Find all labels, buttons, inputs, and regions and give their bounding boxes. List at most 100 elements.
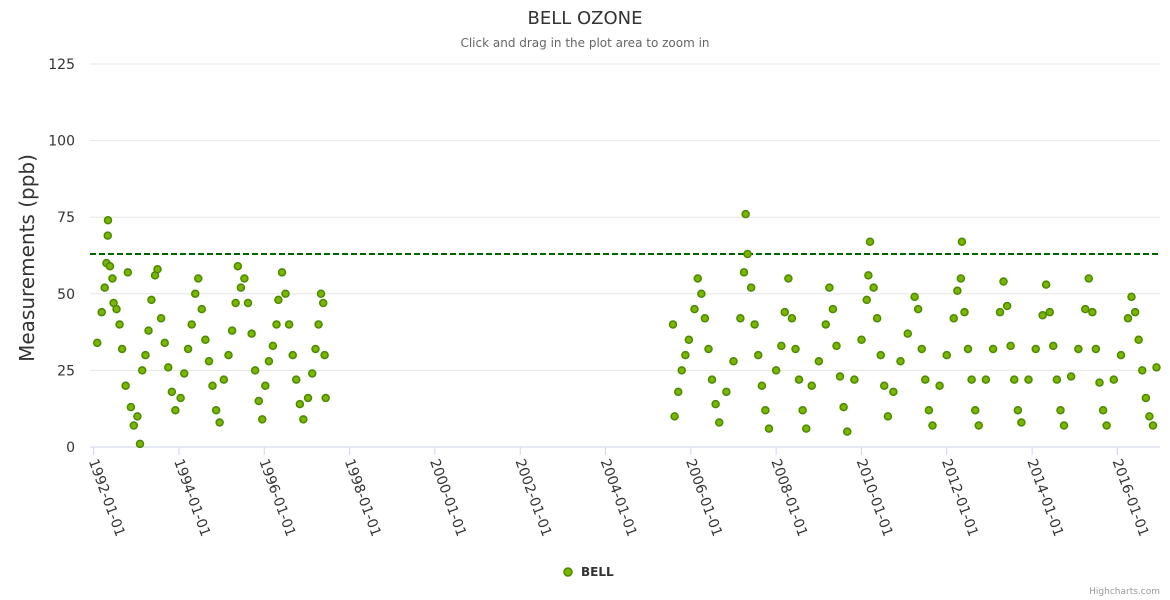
legend[interactable]: BELL: [563, 565, 614, 579]
data-point[interactable]: [1130, 307, 1140, 317]
data-point[interactable]: [814, 356, 824, 366]
data-point[interactable]: [231, 298, 240, 308]
data-point[interactable]: [777, 341, 786, 351]
data-point[interactable]: [880, 381, 889, 390]
data-point[interactable]: [869, 283, 878, 292]
data-point[interactable]: [197, 304, 207, 314]
data-point[interactable]: [1148, 421, 1158, 430]
data-point[interactable]: [750, 320, 759, 329]
data-point[interactable]: [1031, 344, 1040, 354]
data-point[interactable]: [970, 405, 980, 415]
legend-label-bell[interactable]: BELL: [581, 565, 614, 579]
data-point[interactable]: [1123, 314, 1133, 323]
data-point[interactable]: [741, 209, 750, 219]
data-point[interactable]: [307, 369, 317, 378]
series-bell-points[interactable]: [92, 209, 1161, 449]
data-point[interactable]: [963, 344, 973, 354]
data-point[interactable]: [299, 415, 308, 424]
data-point[interactable]: [1088, 307, 1097, 317]
data-point[interactable]: [681, 350, 690, 360]
data-point[interactable]: [233, 261, 243, 271]
data-point[interactable]: [1049, 341, 1058, 351]
data-point[interactable]: [928, 421, 937, 430]
data-point[interactable]: [865, 237, 875, 246]
data-point[interactable]: [910, 292, 919, 302]
data-point[interactable]: [190, 289, 200, 299]
data-point[interactable]: [1059, 421, 1069, 430]
data-point[interactable]: [711, 399, 720, 409]
data-point[interactable]: [274, 295, 283, 305]
credits-link[interactable]: Highcharts.com: [1089, 587, 1160, 597]
data-point[interactable]: [787, 314, 797, 323]
data-point[interactable]: [211, 405, 221, 415]
data-point[interactable]: [100, 283, 109, 292]
data-point[interactable]: [156, 314, 166, 323]
data-point[interactable]: [736, 314, 745, 323]
data-point[interactable]: [320, 350, 329, 360]
data-point[interactable]: [674, 387, 683, 397]
data-point[interactable]: [250, 366, 260, 375]
data-point[interactable]: [704, 344, 713, 354]
data-point[interactable]: [821, 320, 831, 329]
data-point[interactable]: [1041, 280, 1051, 289]
legend-marker[interactable]: [563, 567, 573, 577]
data-point[interactable]: [1010, 375, 1019, 384]
data-point[interactable]: [1127, 292, 1136, 302]
data-point[interactable]: [167, 387, 177, 397]
data-point[interactable]: [153, 265, 162, 274]
data-point[interactable]: [839, 402, 848, 412]
data-point[interactable]: [254, 396, 264, 406]
data-point[interactable]: [303, 393, 313, 403]
data-point[interactable]: [316, 289, 326, 299]
data-point[interactable]: [224, 350, 233, 360]
data-point[interactable]: [960, 307, 969, 317]
data-point[interactable]: [729, 356, 738, 366]
data-point[interactable]: [754, 350, 763, 360]
data-point[interactable]: [1052, 375, 1062, 384]
data-point[interactable]: [995, 307, 1005, 317]
data-point[interactable]: [1081, 304, 1090, 314]
data-point[interactable]: [835, 372, 845, 381]
data-point[interactable]: [746, 283, 756, 292]
data-point[interactable]: [176, 393, 185, 403]
data-point[interactable]: [236, 283, 246, 292]
data-point[interactable]: [684, 335, 694, 345]
data-point[interactable]: [133, 412, 142, 421]
data-point[interactable]: [314, 320, 323, 329]
data-point[interactable]: [917, 344, 927, 354]
data-point[interactable]: [201, 335, 210, 345]
data-point[interactable]: [924, 405, 934, 415]
data-point[interactable]: [999, 277, 1008, 286]
data-point[interactable]: [291, 375, 301, 384]
data-point[interactable]: [714, 418, 724, 427]
data-point[interactable]: [247, 329, 256, 338]
data-point[interactable]: [144, 326, 153, 335]
data-point[interactable]: [112, 304, 121, 314]
data-point[interactable]: [243, 298, 253, 308]
data-point[interactable]: [764, 424, 774, 433]
data-point[interactable]: [700, 314, 710, 323]
data-point[interactable]: [1056, 405, 1065, 415]
data-point[interactable]: [1006, 341, 1015, 351]
data-point[interactable]: [264, 356, 274, 366]
data-point[interactable]: [949, 314, 959, 323]
data-point[interactable]: [187, 320, 196, 329]
data-point[interactable]: [108, 274, 117, 283]
data-point[interactable]: [1091, 344, 1101, 354]
data-point[interactable]: [850, 375, 859, 384]
data-point[interactable]: [1137, 366, 1147, 375]
data-point[interactable]: [194, 274, 203, 283]
data-point[interactable]: [281, 289, 290, 299]
data-point[interactable]: [1102, 421, 1111, 430]
data-point[interactable]: [953, 286, 962, 295]
data-point[interactable]: [1145, 412, 1154, 421]
data-point[interactable]: [121, 381, 130, 390]
data-point[interactable]: [1038, 310, 1047, 320]
data-point[interactable]: [677, 366, 687, 375]
data-point[interactable]: [739, 268, 749, 277]
data-point[interactable]: [771, 366, 781, 375]
data-point[interactable]: [807, 381, 816, 390]
data-point[interactable]: [802, 424, 811, 433]
data-point[interactable]: [1152, 363, 1161, 372]
data-point[interactable]: [1109, 375, 1119, 384]
